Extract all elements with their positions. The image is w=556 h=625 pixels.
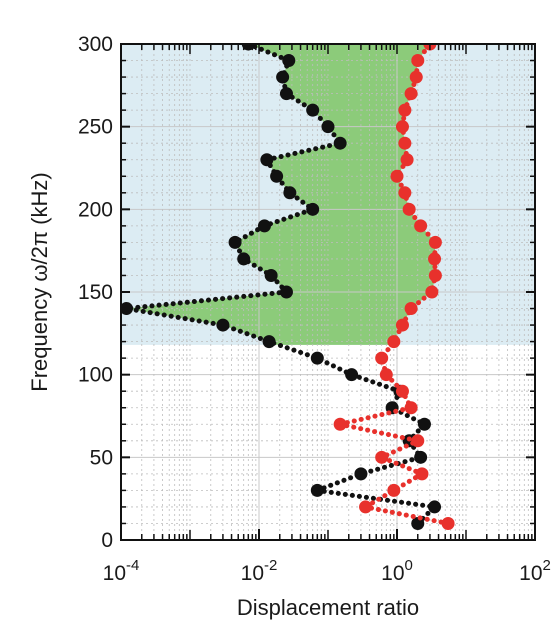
data-point — [404, 401, 418, 415]
data-point — [345, 368, 359, 382]
data-point — [414, 450, 428, 464]
data-point — [306, 202, 320, 216]
data-point — [428, 235, 442, 249]
data-point — [379, 368, 393, 382]
data-point — [395, 318, 409, 332]
data-point — [398, 186, 412, 200]
x-tick-label: 10-4 — [103, 557, 140, 585]
data-point — [411, 54, 425, 68]
data-point — [390, 169, 404, 183]
data-point — [333, 136, 347, 150]
data-point — [428, 252, 442, 266]
data-point — [409, 70, 423, 84]
y-tick-label: 100 — [78, 364, 113, 387]
data-point — [279, 87, 293, 101]
data-point — [404, 87, 418, 101]
data-point — [414, 219, 428, 233]
data-point — [121, 302, 133, 316]
data-point — [354, 467, 368, 481]
y-tick-label: 50 — [90, 446, 113, 469]
y-tick-label: 200 — [78, 198, 113, 221]
data-point — [237, 252, 251, 266]
x-tick-label: 100 — [381, 557, 413, 585]
y-tick-label: 300 — [78, 33, 113, 56]
data-point — [257, 219, 271, 233]
y-tick-label: 250 — [78, 116, 113, 139]
data-point — [359, 500, 373, 514]
y-tick-label: 0 — [101, 529, 113, 552]
data-point — [395, 120, 409, 134]
data-point — [276, 70, 290, 84]
data-point — [216, 318, 230, 332]
data-point — [425, 285, 439, 299]
series-2 — [333, 44, 455, 530]
data-point — [387, 335, 401, 349]
data-point — [321, 120, 335, 134]
data-point — [375, 450, 389, 464]
ticks-layer: 0 50 100 150 200 250 300 10-4 10-2 100 102 — [78, 33, 551, 585]
data-point — [415, 467, 429, 481]
data-point — [411, 434, 425, 448]
y-axis-title: Frequency ω/2π (kHz) — [27, 172, 52, 391]
data-point — [428, 268, 442, 282]
data-point — [441, 516, 455, 530]
data-point — [400, 153, 414, 167]
data-point — [333, 417, 347, 431]
data-point — [395, 384, 409, 398]
data-point — [375, 351, 389, 365]
data-point — [264, 268, 278, 282]
data-point — [310, 483, 324, 497]
y-tick-label: 150 — [78, 281, 113, 304]
series-layer — [121, 44, 455, 530]
x-tick-label: 10-2 — [241, 557, 278, 585]
x-axis-title: Displacement ratio — [237, 595, 419, 620]
data-point — [398, 136, 412, 150]
data-point — [404, 302, 418, 316]
attenuation-envelope-region — [126, 44, 436, 345]
data-point — [270, 169, 284, 183]
data-point — [417, 417, 431, 431]
data-point — [282, 54, 296, 68]
x-tick-label: 102 — [519, 557, 551, 585]
data-point — [387, 483, 401, 497]
data-point — [306, 103, 320, 117]
data-point — [310, 351, 324, 365]
data-point — [283, 186, 297, 200]
data-point — [279, 285, 293, 299]
data-point — [402, 202, 416, 216]
data-point — [398, 103, 412, 117]
data-point — [428, 500, 442, 514]
data-point — [262, 335, 276, 349]
data-point — [228, 235, 242, 249]
data-point — [260, 153, 274, 167]
